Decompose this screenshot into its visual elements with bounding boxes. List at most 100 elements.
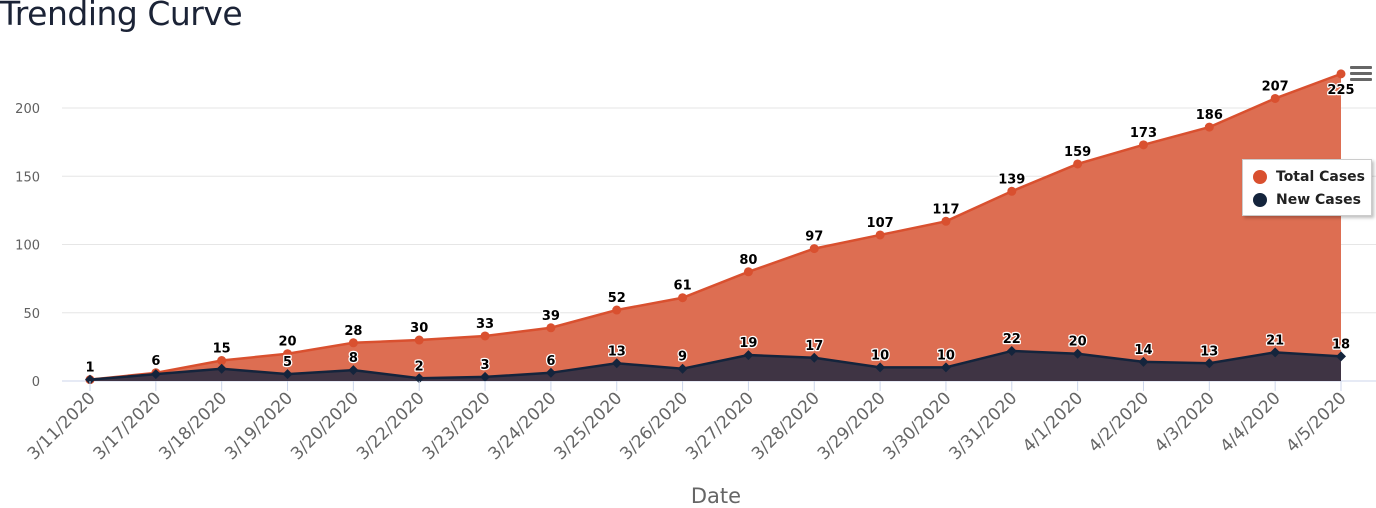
- data-label: 61: [674, 279, 692, 294]
- data-point-marker[interactable]: [1204, 122, 1214, 132]
- data-label: 20: [278, 335, 296, 350]
- data-label: 28: [344, 324, 362, 339]
- data-point-marker[interactable]: [414, 335, 424, 345]
- data-point-marker[interactable]: [1072, 348, 1083, 359]
- x-tick-label: 3/29/2020: [814, 388, 890, 464]
- data-point-marker[interactable]: [875, 230, 885, 240]
- data-point-marker[interactable]: [85, 374, 95, 385]
- x-axis-title: Date: [691, 484, 741, 508]
- data-label: 139: [998, 172, 1025, 187]
- data-point-marker[interactable]: [480, 331, 490, 341]
- data-label: 20: [1069, 335, 1087, 350]
- chart-legend: Total Cases New Cases: [1242, 159, 1372, 216]
- data-label: 6: [151, 354, 160, 369]
- data-point-marker[interactable]: [1270, 347, 1281, 358]
- chart-context-menu-button[interactable]: [1350, 66, 1372, 84]
- x-tick-label: 3/30/2020: [880, 388, 956, 464]
- x-tick-label: 3/17/2020: [90, 388, 166, 464]
- data-label: 97: [805, 230, 823, 245]
- chart-title: Trending Curve: [0, 0, 243, 33]
- data-point-marker[interactable]: [612, 305, 622, 315]
- data-point-marker[interactable]: [940, 362, 951, 373]
- data-point-marker[interactable]: [1336, 351, 1346, 362]
- legend-item-new-cases[interactable]: New Cases: [1253, 190, 1361, 210]
- x-tick-label: 4/3/2020: [1151, 388, 1219, 456]
- data-point-marker[interactable]: [217, 356, 227, 366]
- y-tick-label: 0: [32, 375, 40, 390]
- data-label: 52: [608, 291, 626, 306]
- data-point-marker[interactable]: [1204, 358, 1215, 369]
- data-label: 9: [678, 350, 687, 365]
- x-axis: 3/11/20203/17/20203/18/20203/19/20203/20…: [24, 381, 1351, 464]
- data-point-marker[interactable]: [1007, 186, 1017, 196]
- data-label: 225: [1327, 83, 1354, 98]
- x-tick-label: 3/25/2020: [550, 388, 626, 464]
- data-label: 186: [1196, 108, 1223, 123]
- data-point-marker[interactable]: [414, 373, 425, 384]
- data-label: 30: [410, 321, 428, 336]
- data-label: 2: [415, 359, 424, 374]
- data-point-marker[interactable]: [677, 363, 688, 374]
- x-tick-label: 3/18/2020: [155, 388, 231, 464]
- legend-item-total-cases[interactable]: Total Cases: [1253, 167, 1365, 187]
- data-label: 13: [1200, 344, 1218, 359]
- data-point-marker[interactable]: [216, 363, 227, 374]
- legend-label: Total Cases: [1276, 169, 1366, 185]
- data-point-marker[interactable]: [545, 367, 556, 378]
- data-point-marker[interactable]: [282, 369, 293, 380]
- data-point-marker[interactable]: [809, 352, 820, 363]
- data-label: 80: [739, 253, 757, 268]
- x-tick-label: 3/28/2020: [748, 388, 824, 464]
- data-point-marker[interactable]: [348, 365, 359, 376]
- data-point-marker[interactable]: [809, 244, 819, 254]
- data-point-marker[interactable]: [546, 323, 556, 333]
- data-point-marker[interactable]: [678, 293, 688, 303]
- data-point-marker[interactable]: [875, 362, 886, 373]
- data-label: 21: [1266, 333, 1284, 348]
- x-tick-label: 3/19/2020: [221, 388, 297, 464]
- data-label: 8: [349, 351, 358, 366]
- y-tick-label: 150: [15, 170, 40, 185]
- data-point-marker[interactable]: [1073, 159, 1083, 169]
- y-tick-label: 50: [23, 307, 40, 322]
- data-point-marker[interactable]: [283, 349, 293, 359]
- data-label: 5: [283, 355, 292, 370]
- data-point-marker[interactable]: [1138, 140, 1148, 150]
- data-label: 10: [871, 348, 889, 363]
- x-tick-label: 3/11/2020: [24, 388, 100, 464]
- data-point-marker[interactable]: [480, 371, 491, 382]
- y-axis: 0 50 100 150 200: [15, 102, 40, 390]
- data-point-marker[interactable]: [1336, 69, 1346, 79]
- data-point-marker[interactable]: [1270, 93, 1280, 103]
- y-tick-label: 100: [15, 239, 40, 254]
- data-point-marker[interactable]: [1138, 356, 1149, 367]
- series-areas: [85, 69, 1346, 385]
- data-point-marker[interactable]: [150, 369, 161, 380]
- data-label: 22: [1003, 332, 1021, 347]
- data-point-marker[interactable]: [348, 338, 358, 348]
- x-tick-label: 3/23/2020: [419, 388, 495, 464]
- data-label: 3: [481, 358, 490, 373]
- x-tick-label: 3/27/2020: [682, 388, 758, 464]
- data-point-marker[interactable]: [611, 358, 622, 369]
- data-label: 14: [1134, 343, 1152, 358]
- data-label: 33: [476, 317, 494, 332]
- data-point-marker[interactable]: [941, 216, 951, 226]
- data-label: 39: [542, 309, 560, 324]
- x-tick-label: 3/22/2020: [353, 388, 429, 464]
- legend-marker-icon: [1253, 193, 1267, 207]
- x-tick-label: 4/2/2020: [1085, 388, 1153, 456]
- series-line: [89, 72, 1342, 381]
- data-label: 117: [932, 202, 959, 217]
- data-point-marker[interactable]: [743, 267, 753, 277]
- legend-label: New Cases: [1276, 192, 1361, 208]
- x-tick-label: 4/5/2020: [1282, 388, 1350, 456]
- x-tick-label: 3/31/2020: [946, 388, 1022, 464]
- data-point-marker[interactable]: [743, 350, 754, 361]
- x-tick-label: 3/24/2020: [485, 388, 561, 464]
- area-fill: [90, 350, 1341, 381]
- series-line: [89, 349, 1342, 381]
- data-point-marker[interactable]: [1006, 345, 1017, 356]
